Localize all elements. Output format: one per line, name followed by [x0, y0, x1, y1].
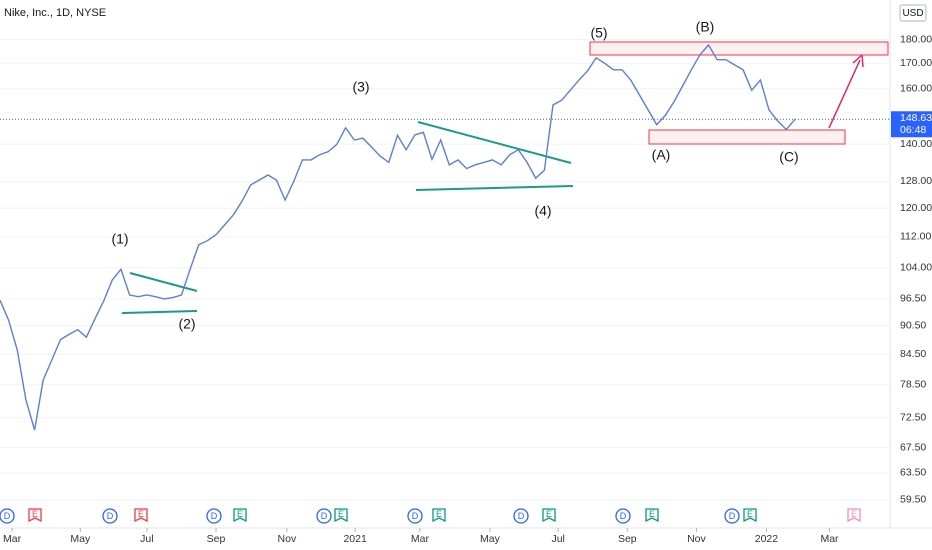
event-icon: [724, 508, 740, 524]
x-tick-label: May: [70, 533, 91, 545]
event-icon: [206, 508, 222, 524]
drawings: [121, 41, 889, 314]
event-icon: [102, 508, 118, 524]
y-tick-label: 104.00: [900, 262, 932, 274]
event-letter: E: [747, 509, 753, 519]
chart-title: Nike, Inc., 1D, NYSE: [4, 7, 106, 19]
event-icon: [28, 508, 42, 523]
event-icon: [645, 508, 659, 523]
countdown: 06:48: [900, 124, 926, 136]
last-price: 148.63: [900, 112, 932, 124]
y-tick-label: 128.00: [900, 175, 932, 187]
event-letter: E: [546, 509, 552, 519]
y-tick-label: 160.00: [900, 82, 932, 94]
zone: [589, 41, 889, 56]
y-tick-label: 72.50: [900, 412, 926, 424]
trend-line: [417, 121, 572, 164]
event-letter: E: [338, 509, 344, 519]
wave-label: (5): [590, 25, 607, 41]
x-tick-label: May: [480, 533, 501, 545]
event-letter: D: [211, 511, 218, 521]
x-tick-label: Jul: [140, 533, 153, 545]
x-tick-label: Mar: [820, 533, 839, 545]
event-letter: E: [237, 509, 243, 519]
event-letter: D: [321, 511, 328, 521]
x-tick-label: Sep: [207, 533, 226, 545]
wave-label: (A): [652, 147, 671, 163]
y-tick-label: 180.00: [900, 33, 932, 45]
x-tick-label: Sep: [618, 533, 637, 545]
x-tick-label: Nov: [278, 533, 297, 545]
event-letter: D: [107, 511, 114, 521]
arrow-head: [852, 54, 864, 68]
trend-line: [415, 185, 574, 191]
y-tick-label: 96.50: [900, 293, 926, 305]
y-tick-label: 67.50: [900, 441, 926, 453]
event-letter: E: [32, 509, 38, 519]
event-letter: D: [729, 511, 736, 521]
x-tick-label: 2021: [343, 533, 367, 545]
y-tick-label: 78.50: [900, 378, 926, 390]
event-icon: [0, 508, 15, 524]
event-letter: E: [851, 509, 857, 519]
event-icon: [432, 508, 446, 523]
x-tick-label: Jul: [551, 533, 564, 545]
event-letter: E: [138, 509, 144, 519]
event-icon: [615, 508, 631, 524]
wave-label: (2): [178, 316, 195, 332]
y-tick-label: 112.00: [900, 231, 931, 243]
y-tick-label: 59.50: [900, 494, 926, 506]
event-icon: [407, 508, 423, 524]
trend-line: [129, 272, 198, 292]
wave-label: (B): [696, 19, 715, 35]
currency-box: [899, 4, 927, 22]
y-tick-label: 63.50: [900, 467, 926, 479]
event-letter: D: [4, 511, 11, 521]
event-icon: [134, 508, 148, 523]
currency: USD: [902, 8, 923, 19]
last-price-box: [891, 111, 932, 138]
event-letter: E: [649, 509, 655, 519]
event-icon: [847, 508, 861, 523]
event-icon: [542, 508, 556, 523]
x-tick-label: Nov: [687, 533, 706, 545]
wave-label: (4): [534, 203, 551, 219]
x-tick-label: Mar: [411, 533, 430, 545]
y-tick-label: 90.50: [900, 319, 926, 331]
event-letter: D: [412, 511, 419, 521]
wave-label: (3): [352, 79, 369, 95]
event-letter: D: [518, 511, 525, 521]
y-tick-label: 84.50: [900, 348, 926, 360]
event-letter: D: [620, 511, 627, 521]
event-icon: [513, 508, 529, 524]
x-tick-label: Mar: [3, 533, 22, 545]
price-line: [0, 43, 796, 431]
arrow: [828, 59, 861, 129]
y-tick-label: 140.00: [900, 138, 932, 150]
wave-label: (C): [779, 149, 798, 165]
event-icon: [316, 508, 332, 524]
wave-label: (1): [111, 231, 128, 247]
y-tick-label: 170.00: [900, 57, 932, 69]
event-icon: [743, 508, 757, 523]
trend-line: [121, 310, 198, 314]
event-icon: [233, 508, 247, 523]
event-icon: [334, 508, 348, 523]
zone: [648, 129, 846, 145]
y-tick-label: 120.00: [900, 202, 932, 214]
event-letter: E: [436, 509, 442, 519]
x-tick-label: 2022: [755, 533, 779, 545]
